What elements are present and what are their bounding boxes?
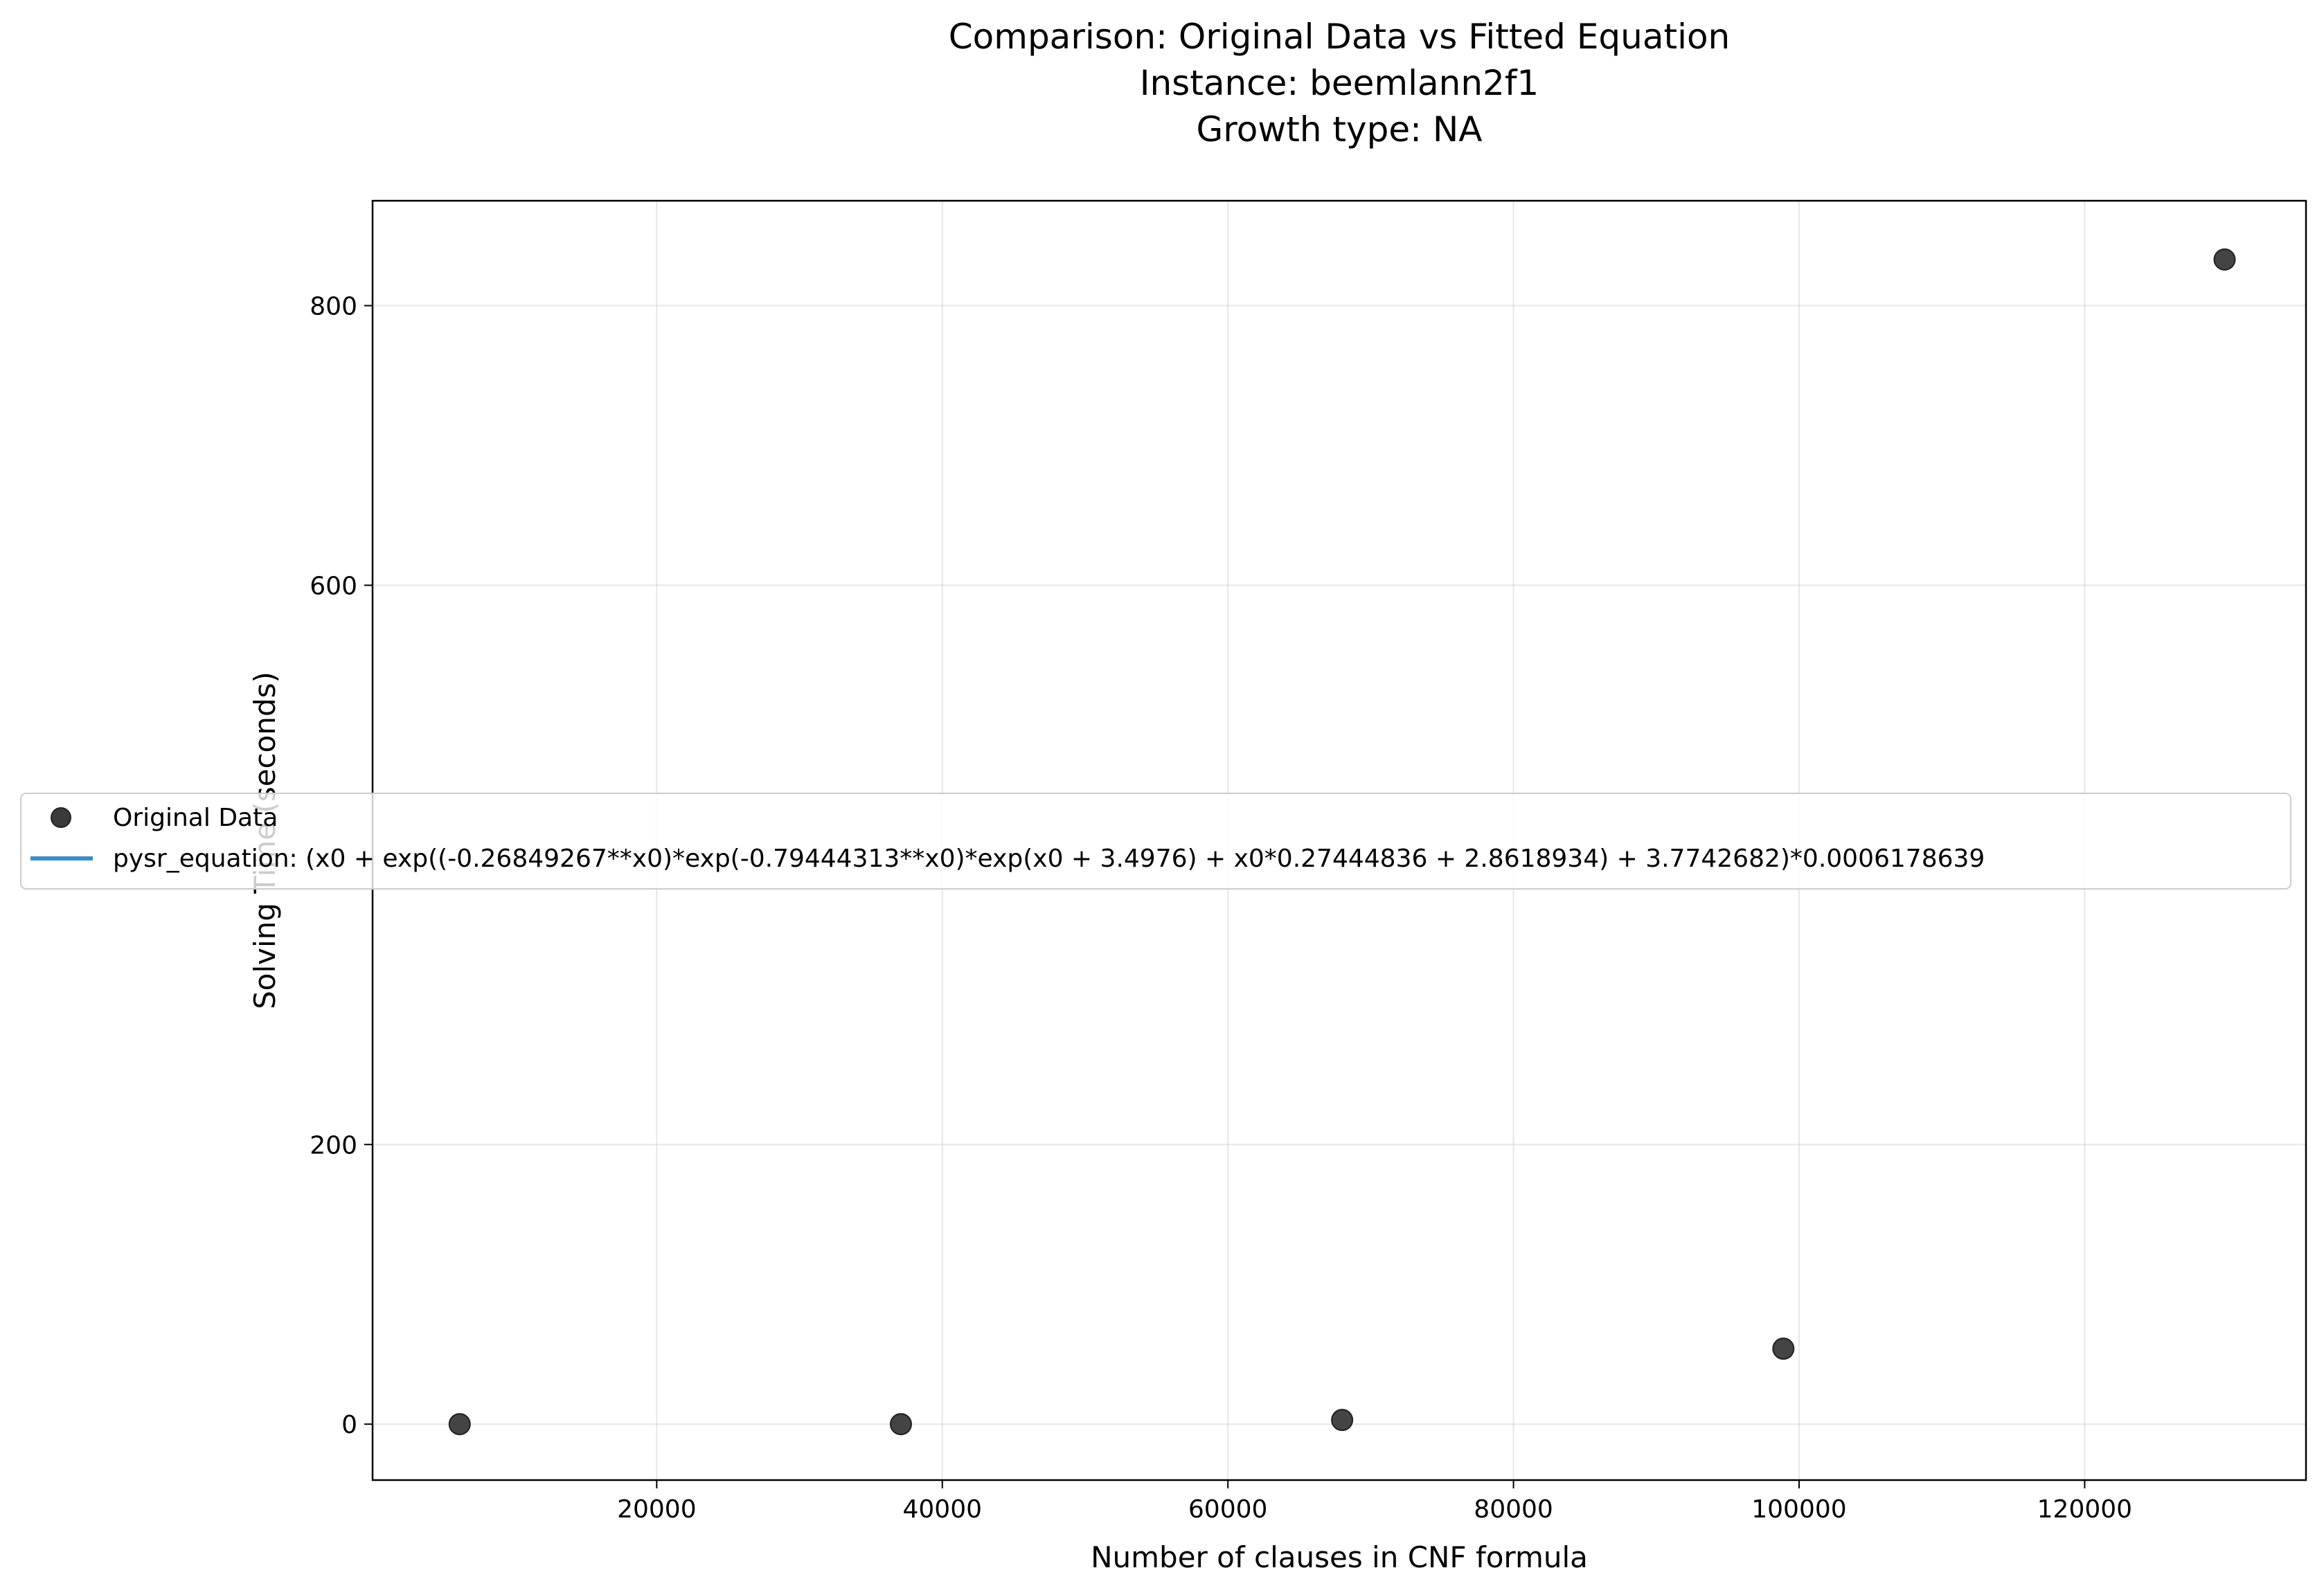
x-tick-label: 120000: [2037, 1495, 2132, 1524]
x-tick-label: 40000: [902, 1495, 982, 1524]
axis-ticks: 20000 40000 60000 80000 100000 120000 0 200 600 8…: [310, 292, 2132, 1524]
data-point-original: [1331, 1409, 1354, 1432]
x-tick-label: 80000: [1474, 1495, 1553, 1524]
chart-title-line-1: Comparison: Original Data vs Fitted Equa…: [949, 17, 1731, 57]
x-axis-label: Number of clauses in CNF formula: [1091, 1540, 1588, 1574]
legend-label-pysr-equation: pysr_equation: (x0 + exp((-0.26849267**x…: [113, 845, 1985, 873]
data-point-original: [2213, 248, 2236, 271]
y-tick-label: 600: [310, 572, 357, 600]
legend-box: [20, 793, 2291, 890]
x-tick-label: 100000: [1751, 1495, 1846, 1524]
legend: Original Data pysr_equation: (x0 + exp((…: [20, 793, 2291, 890]
y-tick-label: 200: [310, 1131, 357, 1160]
data-point-original: [1772, 1337, 1795, 1360]
chart-title-line-2: Instance: beemlann2f1: [1140, 63, 1539, 103]
y-tick-label: 800: [310, 292, 357, 321]
legend-label-original-data: Original Data: [113, 804, 278, 832]
x-tick-label: 60000: [1188, 1495, 1268, 1524]
legend-marker-original-data: [51, 807, 71, 828]
data-points: [448, 248, 2236, 1436]
y-tick-label: 0: [341, 1411, 357, 1439]
data-point-original: [889, 1413, 912, 1436]
data-point-original: [448, 1413, 471, 1436]
x-tick-label: 20000: [617, 1495, 697, 1524]
chart-title-line-3: Growth type: NA: [1197, 109, 1483, 150]
